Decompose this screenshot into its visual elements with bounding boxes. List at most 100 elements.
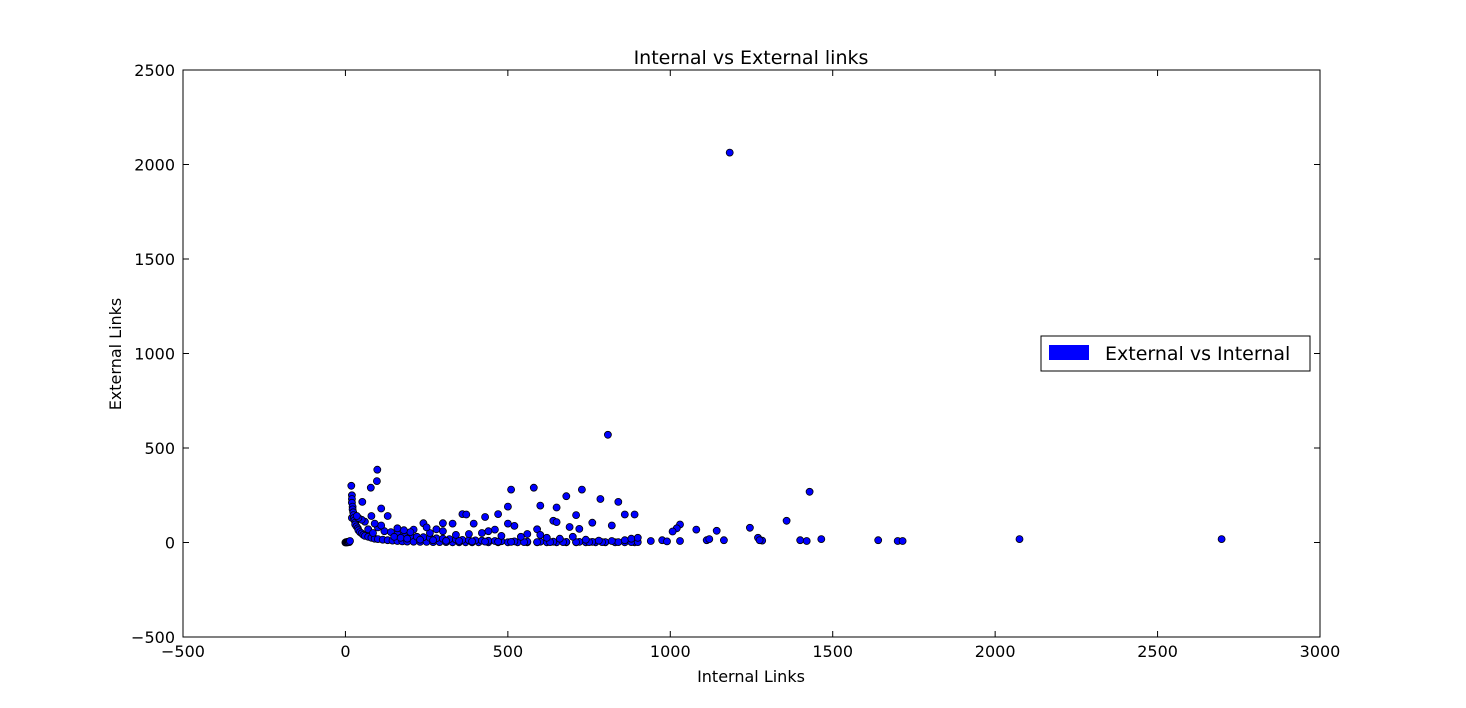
scatter-point <box>542 533 551 542</box>
scatter-point <box>422 523 431 532</box>
scatter-point <box>507 485 516 494</box>
scatter-point <box>451 531 460 539</box>
x-tick-label: 0 <box>340 642 350 661</box>
scatter-point <box>494 537 503 546</box>
scatter-point <box>455 537 464 545</box>
scatter-point <box>390 532 399 541</box>
scatter-point <box>646 537 655 545</box>
y-tick-label: −500 <box>131 628 175 647</box>
scatter-point <box>377 504 386 513</box>
y-axis-ticks: −500 0 500 1000 1500 2000 2500 <box>131 61 1320 647</box>
scatter-point <box>510 522 519 530</box>
scatter-point <box>352 512 361 520</box>
scatter-point <box>874 536 883 545</box>
scatter-point <box>663 537 671 546</box>
scatter-point <box>503 519 512 528</box>
scatter-point <box>403 534 412 543</box>
x-tick-label: 2000 <box>975 642 1016 661</box>
scatter-point <box>614 497 623 506</box>
scatter-point <box>347 481 356 490</box>
scatter-point <box>596 495 605 503</box>
scatter-point <box>802 537 811 545</box>
scatter-point <box>358 497 367 506</box>
y-tick-label: 2000 <box>134 156 175 175</box>
x-tick-label: 1500 <box>812 642 853 661</box>
scatter-point <box>484 527 493 536</box>
scatter-point <box>536 501 545 510</box>
scatter-point <box>578 485 586 494</box>
x-tick-label: 3000 <box>1300 642 1341 661</box>
legend: External vs Internal <box>1040 335 1311 372</box>
scatter-point <box>370 519 379 528</box>
scatter-point <box>565 523 574 531</box>
y-tick-label: 1500 <box>134 250 175 269</box>
scatter-point <box>588 518 597 527</box>
scatter-point <box>464 530 473 538</box>
x-tick-label: 500 <box>493 642 524 661</box>
scatter-point <box>572 511 580 519</box>
chart-title: Internal vs External links <box>634 47 869 69</box>
scatter-point <box>633 533 642 542</box>
scatter-point <box>477 529 486 537</box>
scatter-point <box>481 537 490 546</box>
scatter-point <box>438 527 447 536</box>
scatter-point <box>712 526 721 535</box>
scatter-point <box>393 524 402 533</box>
scatter-point <box>429 536 438 545</box>
scatter-point <box>614 538 623 546</box>
scatter-point <box>490 525 499 534</box>
scatter-point <box>369 529 377 537</box>
scatter-point <box>725 148 734 157</box>
scatter-point <box>438 519 447 528</box>
scatter-point <box>620 510 629 519</box>
scatter-point <box>755 536 764 545</box>
scatter-point <box>503 502 512 511</box>
scatter-point <box>552 503 561 512</box>
scatter-point <box>406 528 415 536</box>
scatter-point <box>1217 535 1226 543</box>
scatter-point <box>377 521 386 530</box>
scatter-point <box>620 536 629 545</box>
scatter-point <box>705 535 714 543</box>
scatter-point <box>668 527 677 536</box>
scatter-point <box>425 529 434 537</box>
scatter-point <box>529 483 538 492</box>
scatter-point <box>676 537 684 545</box>
scatter-point <box>536 531 545 539</box>
scatter-point <box>805 487 814 496</box>
scatter-point <box>494 510 503 518</box>
scatter-point <box>555 534 564 543</box>
scatter-point <box>607 537 616 545</box>
y-tick-label: 2500 <box>134 61 175 80</box>
y-axis-label: External Links <box>106 298 125 411</box>
scatter-point <box>898 537 907 545</box>
scatter-point <box>552 518 561 526</box>
scatter-point <box>581 535 590 544</box>
scatter-point <box>746 523 754 532</box>
scatter-point <box>346 537 354 545</box>
scatter-point <box>469 519 478 528</box>
scatter-point <box>383 512 392 520</box>
scatter-point <box>782 516 791 525</box>
scatter-point <box>562 492 571 501</box>
plot-points <box>341 148 1226 547</box>
scatter-point <box>507 538 516 546</box>
legend-label: External vs Internal <box>1105 343 1290 365</box>
scatter-point <box>497 532 506 540</box>
scatter-point <box>481 513 490 521</box>
x-tick-label: 1000 <box>650 642 691 661</box>
scatter-point <box>627 534 636 543</box>
x-tick-label: −500 <box>161 642 205 661</box>
scatter-point <box>372 477 381 486</box>
scatter-point <box>366 483 375 492</box>
scatter-point <box>594 536 603 545</box>
scatter-point <box>523 530 532 538</box>
scatter-point <box>720 536 728 545</box>
x-axis-ticks: −500 0 500 1000 1500 2000 2500 3000 <box>161 70 1340 661</box>
scatter-point <box>517 532 525 541</box>
scatter-point <box>630 510 639 519</box>
scatter-point <box>442 536 451 545</box>
scatter-point <box>396 533 405 542</box>
y-tick-label: 1000 <box>134 345 175 364</box>
